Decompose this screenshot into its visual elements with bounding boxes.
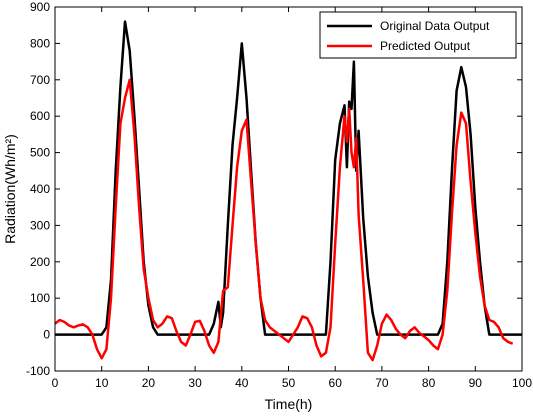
series-line-original	[55, 20, 522, 336]
y-tick-label: 0	[43, 328, 50, 342]
y-tick-label: 800	[30, 36, 50, 50]
legend-label-original: Original Data Output	[380, 19, 490, 33]
y-tick-label: 100	[30, 291, 50, 305]
y-tick-label: 900	[30, 0, 50, 14]
x-tick-label: 60	[329, 376, 343, 390]
x-tick-label: 100	[512, 376, 532, 390]
y-tick-label: 500	[30, 146, 50, 160]
legend-box	[319, 11, 517, 59]
y-tick-label: 700	[30, 73, 50, 87]
y-tick-label: 600	[30, 109, 50, 123]
y-axis-ticks: -100 0 100 200 300 400 500 600 700 800 900	[26, 0, 522, 378]
x-tick-label: 10	[95, 376, 109, 390]
x-tick-label: 50	[282, 376, 296, 390]
y-tick-label: 300	[30, 218, 50, 232]
x-tick-label: 0	[52, 376, 59, 390]
x-axis-ticks: 0 10 20 30 40 50 60 70 80 90 100	[52, 7, 532, 390]
y-tick-label: 200	[30, 255, 50, 269]
plot-lines	[54, 20, 522, 362]
x-tick-label: 20	[142, 376, 156, 390]
x-tick-label: 30	[188, 376, 202, 390]
x-tick-label: 90	[469, 376, 483, 390]
y-tick-label: -100	[26, 364, 50, 378]
x-axis-label: Time(h)	[265, 396, 313, 412]
x-tick-label: 40	[235, 376, 249, 390]
y-tick-label: 400	[30, 182, 50, 196]
x-tick-label: 70	[375, 376, 389, 390]
series-line-predicted	[54, 78, 514, 362]
y-axis-label: Radiation(Wh/m²)	[2, 134, 18, 244]
legend: Original Data Output Predicted Output	[319, 11, 517, 59]
x-tick-label: 80	[422, 376, 436, 390]
legend-label-predicted: Predicted Output	[380, 39, 471, 53]
